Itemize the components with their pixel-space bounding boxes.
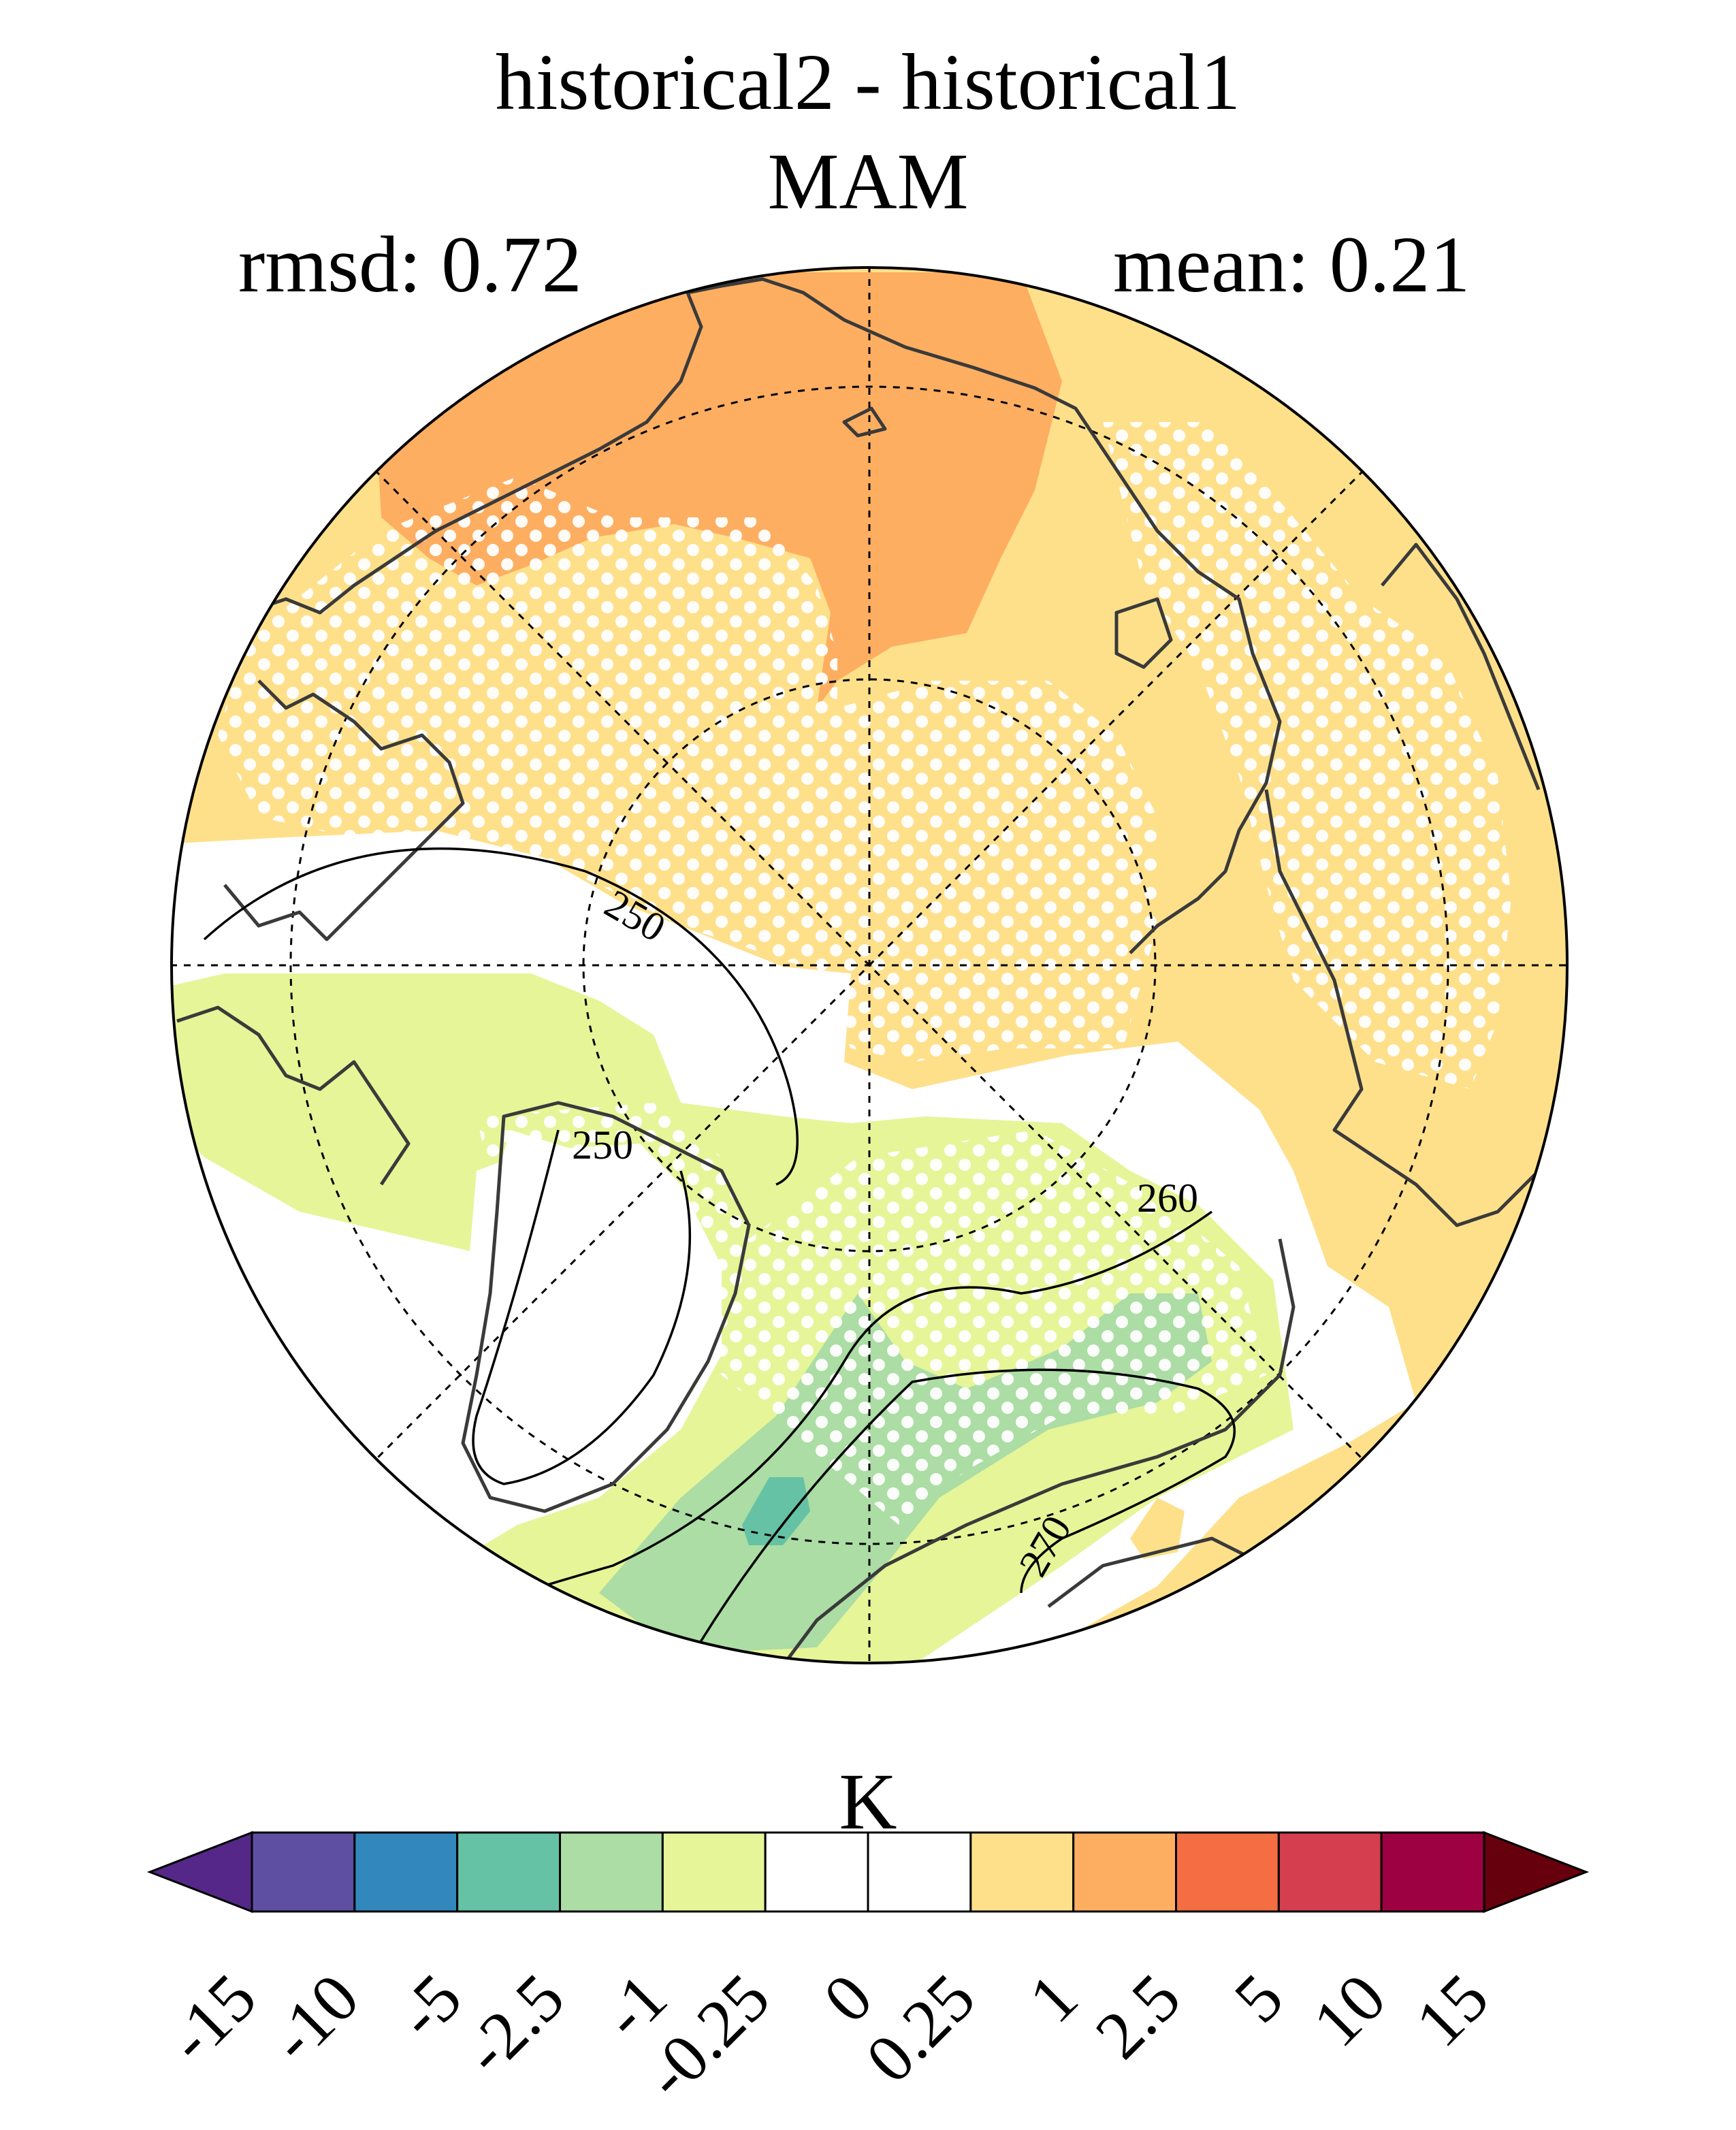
- coastline-greenland: [461, 1101, 751, 1513]
- season-label: MAM: [767, 137, 969, 226]
- mean-label: mean: 0.21: [1113, 220, 1470, 309]
- contour-270: [679, 1368, 1236, 1663]
- colorbar-boxes: [146, 1830, 1590, 1914]
- coastline-canada: [775, 1238, 1296, 1663]
- stipple-lower: [477, 1103, 1266, 1525]
- contour-260: [435, 1210, 1213, 1621]
- colorbar-box: [764, 1831, 869, 1913]
- colorbar-box: [1380, 1831, 1485, 1913]
- colorbar-box: [969, 1831, 1075, 1913]
- contour-label-260: 260: [1137, 1176, 1198, 1221]
- coastline-alaska: [1381, 543, 1541, 790]
- colorbar-box: [1277, 1831, 1383, 1913]
- contour-250-a: [203, 847, 799, 1186]
- stipple-right: [1103, 422, 1511, 1089]
- shade-light-orange-patch: [1130, 1498, 1185, 1559]
- colorbar-box: [867, 1831, 972, 1913]
- coastline-island-2: [1114, 597, 1173, 669]
- coastline-island-1: [842, 406, 887, 438]
- colorbar-box: [1072, 1831, 1177, 1913]
- map-border: [170, 266, 1569, 1664]
- colorbar-box: [1175, 1831, 1280, 1913]
- colorbar-box: [456, 1831, 562, 1913]
- rmsd-label: rmsd: 0.72: [238, 220, 582, 309]
- colorbar-tick-label: -2.5: [449, 1959, 578, 2088]
- colorbar-extend-low: [146, 1830, 253, 1914]
- colorbar-tick-label: -0.25: [630, 1959, 784, 2113]
- colorbar-box: [353, 1831, 459, 1913]
- temperature-contours: [203, 847, 1236, 1663]
- colorbar-tick-label: 2.5: [1081, 1959, 1195, 2073]
- colorbar-tick-label: -15: [153, 1959, 271, 2077]
- coastline-eurasia: [244, 277, 1282, 954]
- colorbar-tick-label: 1: [1014, 1959, 1092, 2037]
- contour-label-250-b: 250: [572, 1123, 633, 1167]
- colorbar-tick-label: 0.25: [852, 1959, 989, 2097]
- shade-teal: [742, 1477, 810, 1545]
- figure-title: historical2 - historical1: [495, 37, 1241, 127]
- colorbar-tick-label: 10: [1298, 1959, 1400, 2061]
- contour-250-b: [472, 1129, 692, 1485]
- colorbar-tick-label: 15: [1401, 1959, 1502, 2061]
- polar-map: 250 250 260 270: [170, 266, 1569, 1664]
- colorbar-box: [559, 1831, 664, 1913]
- coastline-north-america-west: [1264, 789, 1540, 1227]
- graticule: [172, 268, 1567, 1663]
- colorbar-tick-label: 5: [1220, 1959, 1298, 2037]
- meridian-diagonal-2: [373, 468, 1366, 1462]
- colorbar-extend-high: [1483, 1830, 1590, 1914]
- shade-orange: [368, 272, 1062, 708]
- coastline-scandinavia: [176, 1005, 411, 1186]
- latitude-circle-outer: [289, 385, 1449, 1545]
- colorbar-box: [661, 1831, 767, 1913]
- colorbar-units: K: [839, 1757, 897, 1846]
- colorbar-box: [251, 1831, 356, 1913]
- colorbar-tick-label: -10: [255, 1959, 373, 2077]
- colorbar-labels: -15-10 -5-2.5 -1-0.25 00.25 12.5 5 10 15: [153, 1959, 1503, 2113]
- coastline-europe: [223, 679, 465, 941]
- stipple-top: [218, 477, 1157, 1062]
